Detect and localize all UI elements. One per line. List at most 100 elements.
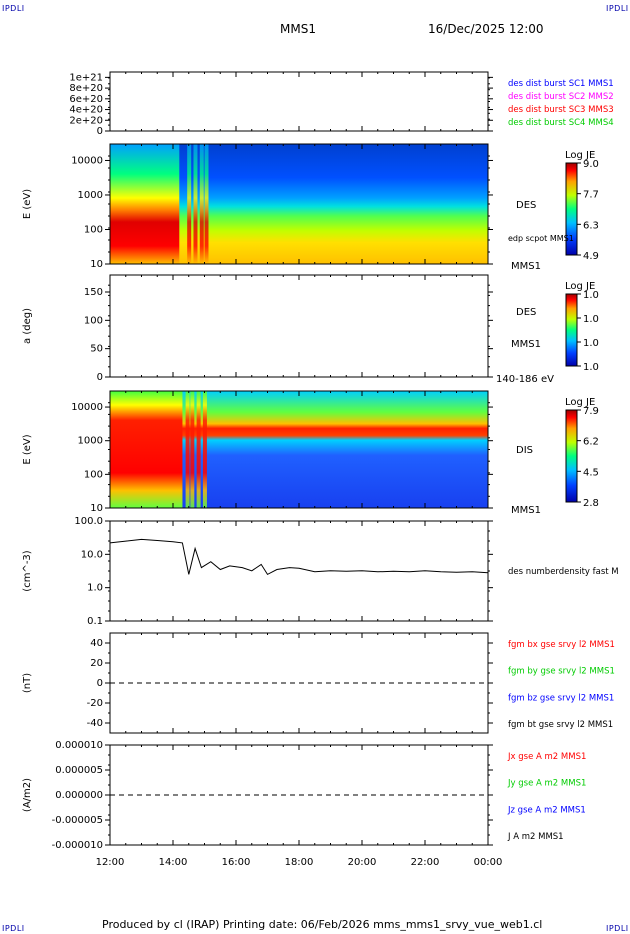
legend-entry: Jz gse A m2 MMS1 bbox=[507, 805, 586, 815]
ylabel: (A/m2) bbox=[22, 778, 33, 812]
xtick-label: 00:00 bbox=[474, 857, 503, 868]
ytick-label: 100 bbox=[84, 224, 103, 235]
side-label: DES bbox=[516, 307, 536, 318]
colorbar-tick-label: 6.2 bbox=[583, 437, 599, 448]
side-label: MMS1 bbox=[511, 505, 541, 516]
side-label: DES bbox=[516, 200, 536, 211]
panel-frame bbox=[109, 71, 489, 132]
spectrogram-dis-burst bbox=[185, 391, 190, 508]
ytick-label: 150 bbox=[84, 287, 103, 298]
header-spacecraft: MMS1 bbox=[280, 22, 316, 36]
colorbar bbox=[565, 162, 578, 256]
ytick-label: 0.000010 bbox=[55, 740, 103, 751]
legend-entry: fgm bx gse srvy l2 MMS1 bbox=[508, 640, 615, 650]
ylabel: E (eV) bbox=[22, 434, 33, 464]
colorbar-tick-label: 1.0 bbox=[583, 338, 599, 349]
ytick-label: 10 bbox=[90, 503, 103, 514]
ytick-label: 0 bbox=[97, 372, 103, 383]
spectrogram-des-energy-early bbox=[110, 144, 180, 264]
legend-entry: des dist burst SC4 MMS4 bbox=[508, 118, 614, 128]
colorbar-tick-label: 7.7 bbox=[583, 190, 599, 201]
legend-entry: Jx gse A m2 MMS1 bbox=[507, 752, 586, 762]
colorbar bbox=[565, 293, 578, 367]
colorbar-tick-label: 4.9 bbox=[583, 251, 599, 262]
ytick-label: 10000 bbox=[71, 402, 103, 413]
colorbar-tick-label: 6.3 bbox=[583, 220, 599, 231]
ytick-label: 0 bbox=[97, 678, 103, 689]
legend-entry: Jy gse A m2 MMS1 bbox=[507, 779, 586, 789]
legend-entry: fgm bz gse srvy l2 MMS1 bbox=[508, 693, 614, 703]
legend-entry: des dist burst SC3 MMS3 bbox=[508, 105, 614, 115]
ylabel: a (deg) bbox=[22, 308, 33, 344]
ytick-label: 20 bbox=[90, 658, 103, 669]
ytick-label: 10 bbox=[90, 259, 103, 270]
legend-entry: des dist burst SC2 MMS2 bbox=[508, 92, 614, 102]
corner-label-bottom-left: IPDLI bbox=[2, 924, 25, 933]
ytick-label: -40 bbox=[87, 718, 103, 729]
ylabel: (nT) bbox=[22, 673, 33, 693]
side-label: edp scpot MMS1 bbox=[508, 234, 574, 243]
ytick-label: 0.000005 bbox=[55, 765, 103, 776]
spectrogram-des-burst bbox=[204, 144, 209, 264]
ytick-label: 40 bbox=[90, 638, 103, 649]
footer-credit: Produced by cl (IRAP) Printing date: 06/… bbox=[102, 918, 543, 931]
colorbar-title: Log JE bbox=[565, 397, 595, 408]
header-date: 16/Dec/2025 12:00 bbox=[428, 22, 544, 36]
colorbar bbox=[565, 409, 578, 503]
xtick-label: 12:00 bbox=[96, 857, 125, 868]
xtick-label: 20:00 bbox=[348, 857, 377, 868]
spectrogram-des-burst bbox=[193, 144, 198, 264]
ytick-label: 50 bbox=[90, 344, 103, 355]
ylabel: (cm^-3) bbox=[22, 550, 33, 591]
colorbar-title: Log JE bbox=[565, 150, 595, 161]
side-label: MMS1 bbox=[511, 339, 541, 350]
xtick-label: 14:00 bbox=[159, 857, 188, 868]
ytick-label: 1.0 bbox=[87, 583, 103, 594]
colorbar-tick-label: 9.0 bbox=[583, 159, 599, 170]
colorbar-tick-label: 1.0 bbox=[583, 290, 599, 301]
xtick-label: 18:00 bbox=[285, 857, 314, 868]
side-label: 140-186 eV bbox=[496, 374, 554, 385]
ytick-label: 8e+20 bbox=[69, 83, 103, 94]
side-label: DIS bbox=[516, 445, 533, 456]
ytick-label: -0.000010 bbox=[52, 840, 103, 851]
ytick-label: 10.0 bbox=[81, 549, 103, 560]
ytick-label: 100 bbox=[84, 315, 103, 326]
spectrogram-dis-burst bbox=[202, 391, 207, 508]
corner-label-top-right: IPDLI bbox=[606, 4, 629, 13]
series-line bbox=[109, 538, 489, 576]
ylabel: E (eV) bbox=[22, 189, 33, 219]
legend-entry: J A m2 MMS1 bbox=[507, 832, 564, 842]
spectrogram-dis-energy-early bbox=[110, 391, 183, 508]
colorbar-tick-label: 1.0 bbox=[583, 362, 599, 373]
colorbar-tick-label: 7.9 bbox=[583, 406, 599, 417]
legend-entry: fgm bt gse srvy l2 MMS1 bbox=[508, 720, 613, 730]
corner-label-top-left: IPDLI bbox=[2, 4, 25, 13]
colorbar-tick-label: 1.0 bbox=[583, 314, 599, 325]
side-label: MMS1 bbox=[511, 261, 541, 272]
ytick-label: 0.1 bbox=[87, 616, 103, 627]
legend-entry: des numberdensity fast M bbox=[508, 567, 619, 577]
ytick-label: 4e+20 bbox=[69, 105, 103, 116]
xtick-label: 22:00 bbox=[411, 857, 440, 868]
ytick-label: 100 bbox=[84, 469, 103, 480]
corner-label-bottom-right: IPDLI bbox=[606, 924, 629, 933]
legend-entry: fgm by gse srvy l2 MMS1 bbox=[508, 667, 615, 677]
ytick-label: 6e+20 bbox=[69, 94, 103, 105]
ytick-label: 10000 bbox=[71, 155, 103, 166]
ytick-label: 1000 bbox=[78, 436, 103, 447]
spectrogram-des-burst bbox=[187, 144, 192, 264]
ytick-label: -20 bbox=[87, 698, 103, 709]
spectrogram-des-burst bbox=[199, 144, 204, 264]
ytick-label: 0 bbox=[97, 126, 103, 137]
ytick-label: 1e+21 bbox=[69, 72, 103, 83]
ytick-label: 2e+20 bbox=[69, 115, 103, 126]
spectrogram-dis-burst bbox=[196, 391, 201, 508]
legend-entry: des dist burst SC1 MMS1 bbox=[508, 79, 614, 89]
colorbar-tick-label: 4.5 bbox=[583, 467, 599, 478]
colorbar-title: Log JE bbox=[565, 281, 595, 292]
panel-frame bbox=[109, 274, 489, 378]
spectrogram-dis-burst bbox=[190, 391, 195, 508]
ytick-label: 1000 bbox=[78, 190, 103, 201]
